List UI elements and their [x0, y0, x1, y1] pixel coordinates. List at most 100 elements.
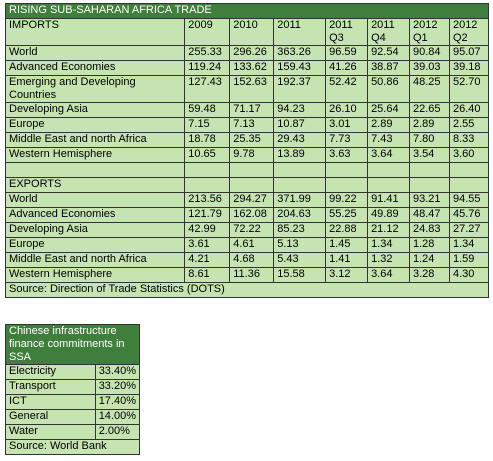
value-cell: 10.65	[184, 147, 231, 163]
data-row: Western Hemisphere 8.61 11.36 15.58 3.12 3.64…	[4, 267, 490, 283]
value-cell: 2.89	[367, 117, 410, 133]
empty-cell	[367, 162, 410, 178]
value-cell: 204.63	[273, 207, 327, 223]
title-row: Chinese infrastructure finance commitmen…	[5, 324, 140, 365]
data-row: Advanced Economies 121.79 162.08 204.63 55.2…	[4, 207, 490, 223]
value-cell: 2.89	[409, 117, 450, 133]
value-cell: 4.61	[229, 237, 275, 253]
value-cell: 29.43	[273, 132, 327, 148]
value-cell: 2.55	[448, 117, 490, 133]
value-cell: 90.84	[409, 45, 450, 61]
value-cell: 11.36	[229, 267, 275, 283]
value-cell: 49.89	[367, 207, 410, 223]
value-cell: 162.08	[229, 207, 275, 223]
value-cell: 9.78	[229, 147, 275, 163]
value-cell: 192.37	[273, 75, 327, 103]
value-cell: 48.25	[409, 75, 450, 103]
value-cell: 26.40	[448, 102, 490, 118]
value-cell: 1.34	[448, 237, 490, 253]
data-row: Emerging and Developing Countries 127.43 1…	[4, 75, 490, 103]
empty-cell	[448, 162, 490, 178]
data-row: Middle East and north Africa 18.78 25.35 29…	[4, 132, 490, 148]
data-row: Developing Asia 59.48 71.17 94.23 26.10 25.64…	[4, 102, 490, 118]
value-cell: 22.88	[325, 222, 369, 238]
value-cell: 7.80	[409, 132, 450, 148]
section-label: IMPORTS	[4, 18, 186, 46]
source-row: Source: Direction of Trade Statistics (D…	[5, 282, 489, 298]
value-cell: 3.64	[367, 267, 410, 283]
value-cell: 213.56	[184, 192, 231, 208]
value-cell: 94.55	[448, 192, 490, 208]
empty-cell	[273, 177, 327, 193]
value-cell: 363.26	[273, 45, 327, 61]
value-cell: 96.59	[325, 45, 369, 61]
data-row: Middle East and north Africa 4.21 4.68 5.43…	[4, 252, 490, 268]
value-cell: 25.64	[367, 102, 410, 118]
value-cell: 59.48	[184, 102, 231, 118]
value-cell: 296.26	[229, 45, 275, 61]
value-cell: 14.00%	[94, 409, 141, 425]
empty-cell	[229, 162, 275, 178]
empty-cell	[229, 177, 275, 193]
value-cell: 13.89	[273, 147, 327, 163]
section-label: EXPORTS	[4, 177, 186, 193]
value-cell: 3.61	[184, 237, 231, 253]
section-row: EXPORTS	[4, 177, 490, 193]
data-row: Advanced Economies 119.24 133.62 159.43 41.2…	[4, 60, 490, 76]
value-cell: 152.63	[229, 75, 275, 103]
value-cell: 22.65	[409, 102, 450, 118]
value-cell: 45.76	[448, 207, 490, 223]
row-label: Western Hemisphere	[4, 267, 186, 283]
value-cell: 5.13	[273, 237, 327, 253]
row-label: World	[4, 45, 186, 61]
value-cell: 24.83	[409, 222, 450, 238]
row-label: Transport	[5, 379, 96, 395]
row-label: ICT	[5, 394, 96, 410]
row-label: Advanced Economies	[4, 207, 186, 223]
value-cell: 1.24	[409, 252, 450, 268]
row-label: World	[4, 192, 186, 208]
value-cell: 55.25	[325, 207, 369, 223]
source: Source: Direction of Trade Statistics (D…	[5, 282, 489, 298]
title-row: RISING SUB-SAHARAN AFRICA TRADE	[5, 3, 489, 19]
value-cell: 38.87	[367, 60, 410, 76]
column-header: 2011 Q3	[325, 18, 369, 46]
value-cell: 3.01	[325, 117, 369, 133]
empty-cell	[409, 162, 450, 178]
value-cell: 255.33	[184, 45, 231, 61]
value-cell: 7.13	[229, 117, 275, 133]
value-cell: 5.43	[273, 252, 327, 268]
data-row: World 213.56 294.27 371.99 99.22 91.41 93.21 94…	[4, 192, 490, 208]
value-cell: 294.27	[229, 192, 275, 208]
header-row: IMPORTS 2009 2010 2011 2011 Q3 2011 Q4 2012 Q1…	[4, 18, 490, 46]
value-cell: 50.86	[367, 75, 410, 103]
value-cell: 3.63	[325, 147, 369, 163]
value-cell: 39.03	[409, 60, 450, 76]
value-cell: 3.28	[409, 267, 450, 283]
value-cell: 1.34	[367, 237, 410, 253]
column-header: 2009	[184, 18, 231, 46]
value-cell: 93.21	[409, 192, 450, 208]
empty-cell	[4, 162, 186, 178]
column-header: 2012 Q2	[448, 18, 490, 46]
value-cell: 52.70	[448, 75, 490, 103]
column-header: 2011 Q4	[367, 18, 410, 46]
value-cell: 42.99	[184, 222, 231, 238]
value-cell: 92.54	[367, 45, 410, 61]
row-label: Europe	[4, 117, 186, 133]
data-row: Europe 3.61 4.61 5.13 1.45 1.34 1.28 1.34	[4, 237, 490, 253]
value-cell: 91.41	[367, 192, 410, 208]
data-row: Water 2.00%	[5, 424, 141, 440]
column-header: 2011	[273, 18, 327, 46]
value-cell: 17.40%	[94, 394, 141, 410]
column-header: 2010	[229, 18, 275, 46]
finance-table: Chinese infrastructure finance commitmen…	[5, 324, 141, 455]
value-cell: 25.35	[229, 132, 275, 148]
data-row: Western Hemisphere 10.65 9.78 13.89 3.63 3.64…	[4, 147, 490, 163]
data-row: Electricity 33.40%	[5, 364, 141, 380]
value-cell: 119.24	[184, 60, 231, 76]
value-cell: 2.00%	[94, 424, 141, 440]
value-cell: 99.22	[325, 192, 369, 208]
data-row: Developing Asia 42.99 72.22 85.23 22.88 21.12…	[4, 222, 490, 238]
